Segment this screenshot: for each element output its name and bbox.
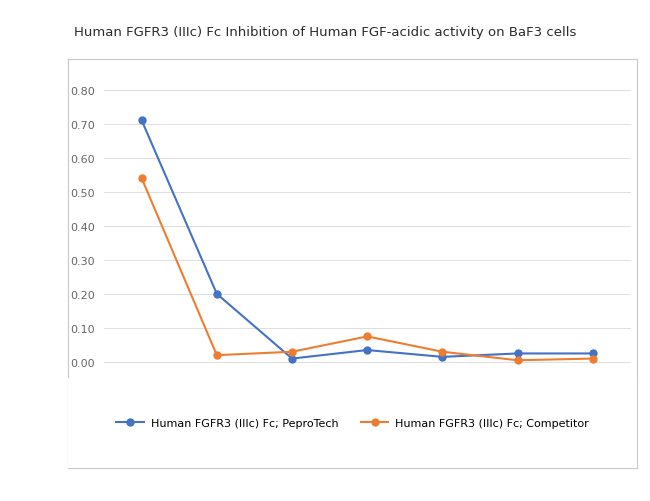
Human FGFR3 (IIIc) Fc; PeproTech	[363, 347, 371, 353]
Human FGFR3 (IIIc) Fc; PeproTech	[213, 291, 221, 297]
Human FGFR3 (IIIc) Fc; PeproTech	[589, 351, 597, 357]
Human FGFR3 (IIIc) Fc; Competitor	[589, 356, 597, 362]
Human FGFR3 (IIIc) Fc; PeproTech	[514, 351, 521, 357]
Legend: Human FGFR3 (IIIc) Fc; PeproTech, Human FGFR3 (IIIc) Fc; Competitor: Human FGFR3 (IIIc) Fc; PeproTech, Human …	[111, 413, 594, 434]
Human FGFR3 (IIIc) Fc; Competitor	[363, 334, 371, 340]
Human FGFR3 (IIIc) Fc; PeproTech	[138, 118, 146, 124]
Human FGFR3 (IIIc) Fc; Competitor	[288, 349, 296, 355]
Human FGFR3 (IIIc) Fc; Competitor	[213, 352, 221, 358]
Line: Human FGFR3 (IIIc) Fc; PeproTech: Human FGFR3 (IIIc) Fc; PeproTech	[138, 117, 596, 362]
Line: Human FGFR3 (IIIc) Fc; Competitor: Human FGFR3 (IIIc) Fc; Competitor	[138, 175, 596, 364]
Human FGFR3 (IIIc) Fc; PeproTech	[288, 356, 296, 362]
Human FGFR3 (IIIc) Fc; Competitor	[439, 349, 447, 355]
Human FGFR3 (IIIc) Fc; PeproTech	[439, 354, 447, 360]
Human FGFR3 (IIIc) Fc; Competitor	[138, 176, 146, 182]
Text: Human FGFR3 (IIIc) Fc Inhibition of Human FGF-acidic activity on BaF3 cells: Human FGFR3 (IIIc) Fc Inhibition of Huma…	[74, 26, 576, 39]
Human FGFR3 (IIIc) Fc; Competitor	[514, 358, 521, 364]
